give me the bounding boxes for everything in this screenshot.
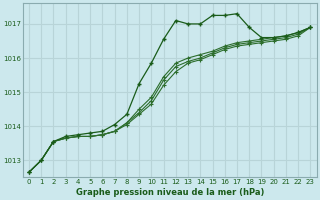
X-axis label: Graphe pression niveau de la mer (hPa): Graphe pression niveau de la mer (hPa) — [76, 188, 264, 197]
